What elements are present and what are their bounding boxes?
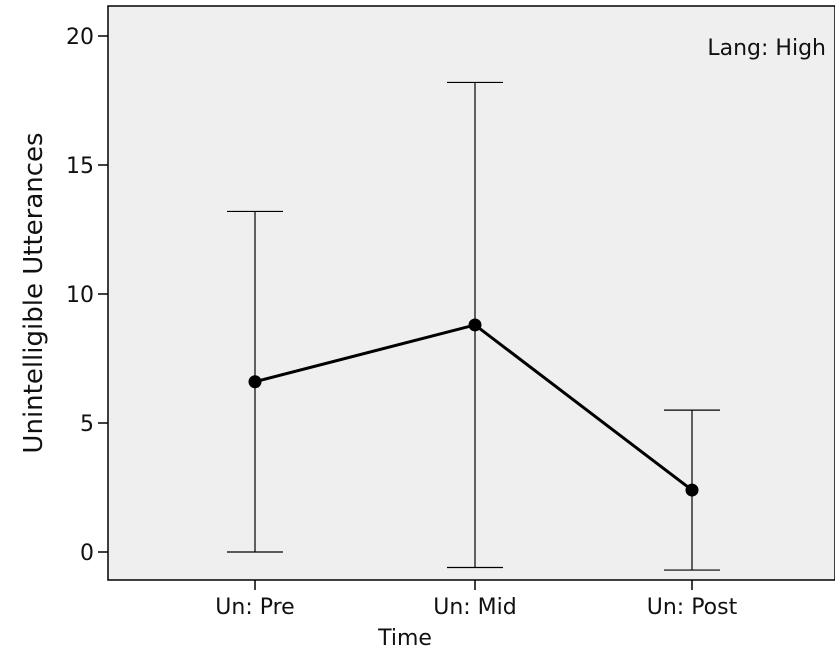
y-tick-label: 15 <box>66 154 94 179</box>
x-axis-title: Time <box>377 626 432 651</box>
y-tick-label: 10 <box>66 283 94 308</box>
y-axis: 0 5 10 15 20 <box>66 25 108 566</box>
y-tick-label: 20 <box>66 25 94 50</box>
data-point <box>468 318 482 332</box>
plot-area <box>107 5 835 581</box>
x-tick-label: Un: Mid <box>433 595 517 620</box>
y-axis-title: Unintelligible Utterances <box>19 132 49 453</box>
x-axis: Un: Pre Un: Mid Un: Post <box>215 580 738 620</box>
panel-label: Lang: High <box>707 36 826 61</box>
data-point <box>248 375 262 389</box>
data-point <box>685 483 699 497</box>
y-tick-label: 5 <box>80 412 94 437</box>
x-tick-label: Un: Pre <box>215 595 294 620</box>
series-layer <box>248 318 699 497</box>
y-tick-label: 0 <box>80 541 94 566</box>
x-tick-label: Un: Post <box>647 595 738 620</box>
